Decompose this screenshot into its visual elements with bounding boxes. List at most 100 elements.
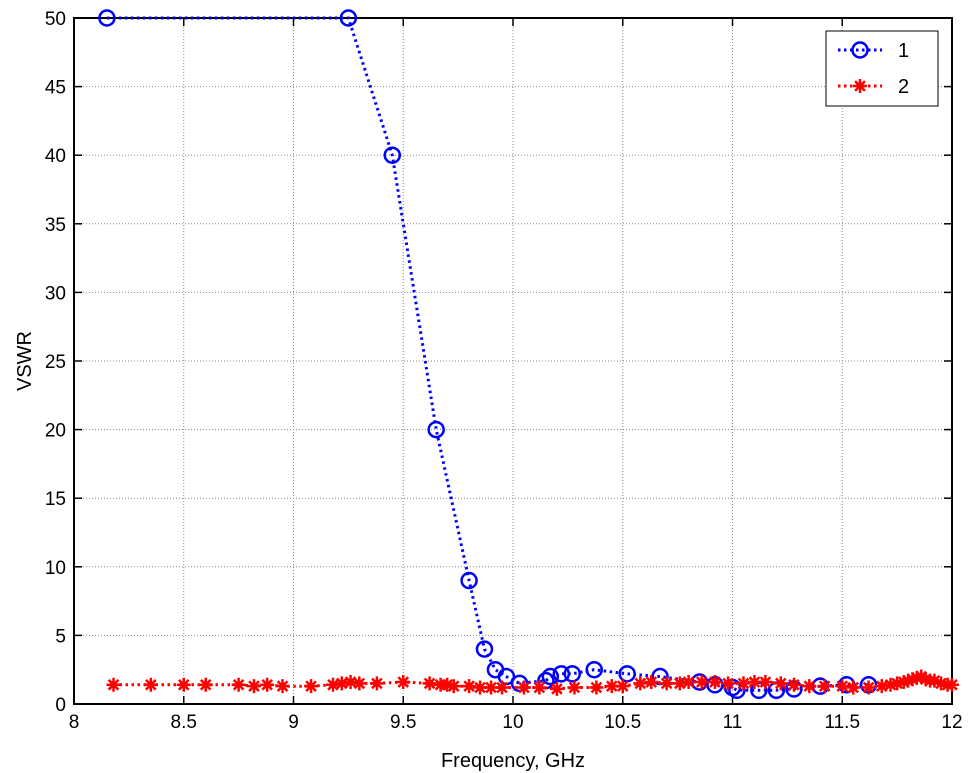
series-1-line [106, 16, 869, 692]
y-tick-label: 45 [45, 78, 66, 99]
series-2-point [462, 679, 477, 694]
series-2-point [905, 672, 920, 687]
series-1-point [552, 665, 571, 683]
legend-entry-1-label: 1 [898, 40, 909, 62]
legend-entry-1-marker [851, 41, 869, 59]
series-2-point [473, 680, 488, 695]
legend: 1 2 [825, 30, 939, 107]
series-1-point [98, 9, 116, 27]
series-2-point [883, 677, 898, 692]
series-2-point [721, 676, 736, 691]
series-2-point [773, 676, 788, 691]
series-2-point [484, 680, 499, 695]
series-1-point [427, 420, 445, 439]
series-2-point [681, 675, 696, 690]
series-2-point [396, 675, 411, 690]
series-2-point [106, 677, 121, 692]
y-tick-label: 15 [45, 489, 66, 510]
series-1-point [563, 665, 582, 683]
x-tick-label: 12 [941, 712, 962, 733]
series-2-point [945, 677, 959, 692]
series-2-point [334, 676, 349, 691]
series-2-point [817, 679, 832, 694]
x-axis-label: Frequency, GHz [441, 750, 585, 772]
series-2-point [549, 681, 564, 696]
series-2-point [304, 679, 319, 694]
series-2-point [231, 677, 246, 692]
series-2-point [422, 676, 437, 691]
y-tick-label: 30 [45, 283, 66, 304]
series-2-point [758, 675, 773, 690]
x-tick-label: 10.5 [604, 712, 641, 733]
series-1-point [475, 640, 494, 658]
y-tick-label: 5 [55, 626, 66, 647]
series-2-point [672, 676, 687, 691]
series-2-point [352, 676, 367, 691]
series-layer [98, 9, 959, 700]
series-2-point [275, 679, 290, 694]
y-tick-label: 25 [45, 352, 66, 373]
series-2-point [644, 675, 659, 690]
series-2 [106, 669, 959, 696]
series-2-point [567, 680, 582, 695]
y-tick-label: 50 [45, 9, 66, 30]
y-tick-label: 35 [45, 215, 66, 236]
series-2-point [516, 680, 531, 695]
x-tick-label: 11.5 [824, 712, 860, 733]
series-2-point [909, 670, 924, 685]
series-2-point [694, 675, 709, 690]
series-2-point [589, 680, 604, 695]
series-2-point [846, 680, 861, 695]
series-1-point [339, 9, 358, 27]
y-tick-labels: 0 5 10 15 20 25 30 35 40 45 50 [45, 9, 66, 716]
series-2-point [934, 676, 949, 691]
series-2-point [440, 677, 455, 692]
series-2-point [874, 679, 889, 694]
series-2-point [918, 672, 933, 687]
x-tick-label: 8.5 [171, 712, 197, 733]
y-tick-label: 40 [45, 146, 66, 167]
series-2-point [326, 677, 341, 692]
series-2-point [802, 679, 817, 694]
y-tick-label: 0 [55, 695, 66, 716]
series-2-point [861, 680, 876, 695]
series-2-point [198, 677, 213, 692]
x-tick-label: 9.5 [390, 712, 416, 733]
series-2-point [659, 676, 674, 691]
series-2-point [747, 675, 762, 690]
legend-entry-2-marker [853, 79, 867, 93]
series-2-point [495, 680, 510, 695]
series-2-point [707, 675, 722, 690]
series-2-point [615, 679, 630, 694]
series-2-point [260, 677, 275, 692]
grid-lines [74, 18, 952, 704]
series-2-point [343, 675, 358, 690]
series-2-point [246, 679, 261, 694]
series-2-point [901, 673, 916, 688]
series-2-point [927, 673, 942, 688]
series-1-point [460, 571, 478, 590]
series-2-point [736, 676, 751, 691]
x-tick-label: 10 [502, 712, 523, 733]
y-tick-label: 10 [45, 558, 66, 579]
axis-ticks [73, 17, 953, 705]
x-tick-label: 8 [69, 712, 80, 733]
series-1-point [541, 667, 560, 686]
series-1-point [585, 660, 603, 679]
series-2-point [176, 677, 191, 692]
series-2-point [890, 676, 905, 691]
legend-entry-2-label: 2 [898, 76, 909, 98]
series-2-point [604, 679, 619, 694]
series-2-point [896, 675, 911, 690]
y-tick-label: 20 [45, 421, 66, 442]
x-tick-label: 11 [723, 712, 743, 733]
legend-box [825, 30, 939, 107]
x-tick-label: 9 [288, 712, 299, 733]
series-2-point [143, 677, 158, 692]
series-2-point [532, 680, 547, 695]
series-2-point [446, 679, 461, 694]
x-tick-labels: 8 8.5 9 9.5 10 10.5 11 11.5 12 [69, 712, 963, 733]
y-axis-label: VSWR [14, 331, 36, 391]
series-2-point [786, 677, 801, 692]
